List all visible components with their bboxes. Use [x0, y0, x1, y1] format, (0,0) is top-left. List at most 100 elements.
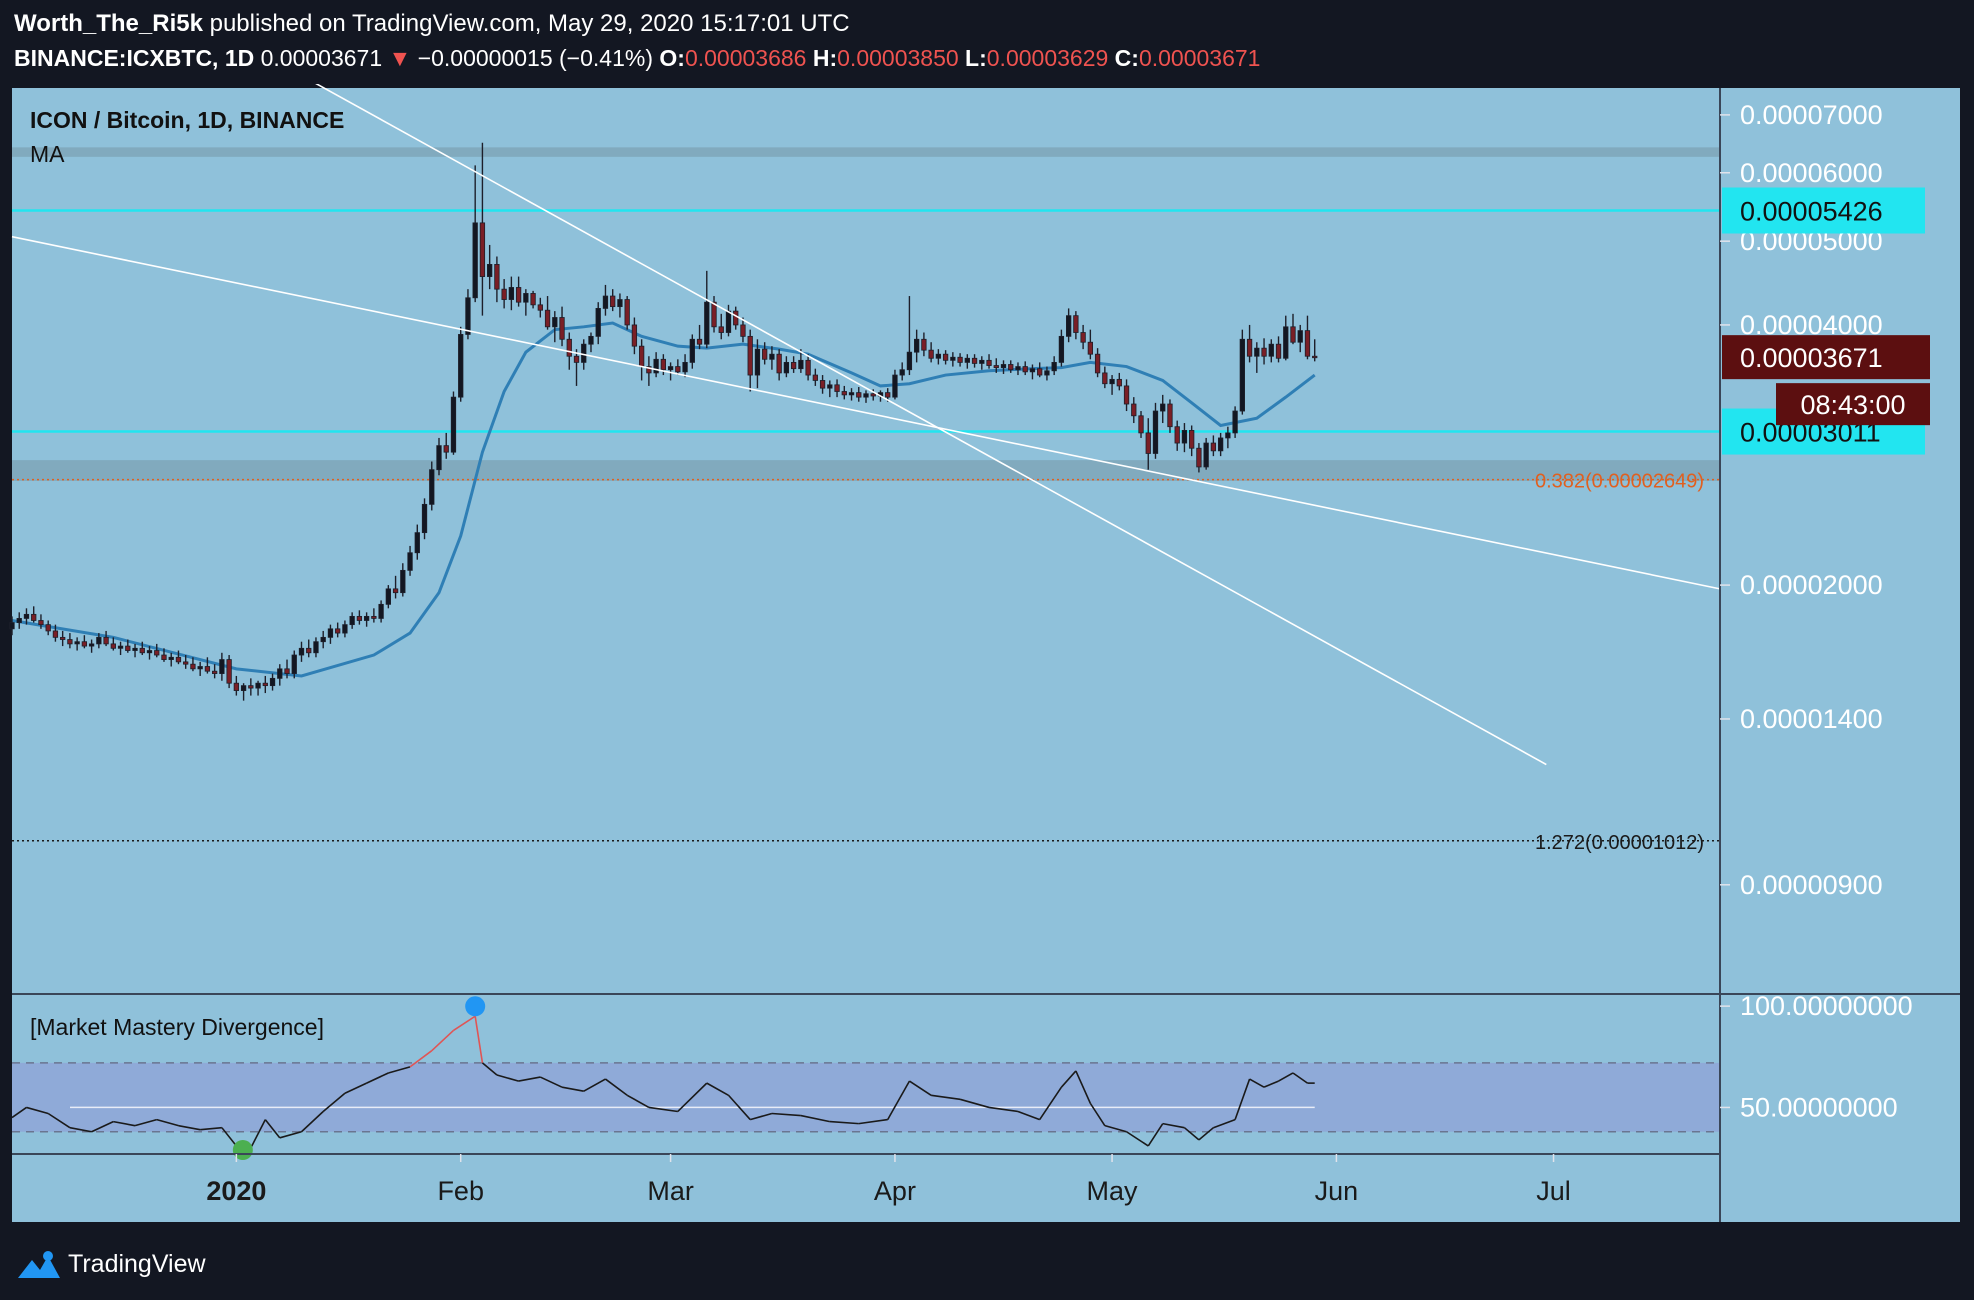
candle-60 [443, 432, 449, 459]
candle-27 [204, 657, 211, 674]
ohlc-line: BINANCE:ICXBTC, 1D 0.00003671 ▼ −0.00000… [14, 45, 1260, 72]
candle-body [9, 622, 15, 630]
candle-62 [458, 326, 464, 402]
candle-169 [1232, 406, 1238, 438]
osc-segment-38 [771, 1112, 801, 1117]
candle-body [414, 532, 420, 554]
candle-body [450, 396, 457, 453]
osc-segment-37 [749, 1112, 773, 1121]
candle-body [610, 295, 616, 308]
candle-114 [834, 379, 840, 398]
price-chart[interactable]: 0.382(0.00002649) 1.272(0.00001012) ICON … [0, 84, 1974, 1230]
candle-body [429, 469, 435, 505]
candle-body [1312, 355, 1318, 359]
candle-body [175, 656, 182, 663]
candle-46 [342, 620, 348, 638]
candle-73 [537, 297, 543, 318]
candle-7 [60, 630, 66, 647]
candle-body [1297, 330, 1303, 343]
candle-body [400, 569, 406, 594]
candle-body [465, 297, 471, 335]
candle-body [595, 308, 601, 337]
trendline-layer [11, 84, 1721, 766]
osc-y-axis[interactable]: 100.00000000 50.00000000 [1720, 991, 1913, 1122]
candle-116 [848, 388, 855, 401]
candle-18 [139, 641, 145, 656]
candle-body [1304, 330, 1311, 357]
osc-segment-20 [388, 1066, 411, 1074]
osc-segment-25 [481, 1062, 498, 1076]
current-price-label: 0.00003671 [1740, 343, 1883, 373]
candle-98 [718, 313, 724, 340]
candle-body [23, 613, 30, 619]
candle-body [1123, 385, 1130, 405]
candle-body [841, 391, 847, 396]
candle-body [139, 647, 145, 654]
candle-148 [1080, 324, 1086, 350]
candle-40 [298, 641, 305, 662]
candle-body [1246, 338, 1253, 357]
osc-segment-35 [706, 1082, 729, 1096]
candle-157 [1145, 418, 1151, 470]
candle-body [1145, 432, 1151, 454]
osc-segment-39 [800, 1114, 830, 1123]
candle-37 [277, 664, 283, 686]
candle-body [1037, 368, 1043, 376]
candle-5 [45, 620, 51, 636]
close-value: 0.00003671 [1138, 45, 1261, 71]
tradingview-logo-icon[interactable] [14, 1248, 64, 1282]
candle-body [117, 645, 124, 649]
candle-body [1203, 442, 1209, 468]
candle-body [631, 324, 638, 347]
candle-2 [23, 608, 30, 625]
x-tick-label: 2020 [206, 1176, 266, 1206]
candle-151 [1102, 366, 1108, 389]
candle-body [1225, 432, 1231, 439]
candle-113 [827, 380, 833, 398]
candle-86 [631, 317, 638, 355]
candle-143 [1044, 366, 1050, 381]
osc-segment-50 [1075, 1070, 1092, 1104]
candle-53 [392, 575, 399, 599]
candle-160 [1167, 399, 1173, 433]
osc-tick-label: 50.00000000 [1740, 1092, 1898, 1122]
candle-body [906, 351, 913, 371]
candle-147 [1073, 311, 1079, 340]
x-axis[interactable]: 2020 Feb Mar Apr May Jun Jul [206, 1154, 1571, 1206]
candle-body [783, 361, 790, 374]
candle-body [1290, 326, 1296, 343]
y-axis[interactable]: 0.000070000.000060000.000050000.00004000… [1720, 100, 1883, 900]
candle-body [1094, 353, 1101, 374]
candle-103 [754, 339, 761, 389]
tradingview-brand[interactable]: TradingView [68, 1250, 206, 1278]
candle-body [957, 356, 963, 363]
candle-body [501, 288, 507, 300]
candle-body [834, 384, 840, 392]
countdown-label: 08:43:00 [1800, 390, 1905, 420]
candle-93 [682, 354, 688, 378]
osc-segment-7 [134, 1118, 157, 1127]
candle-body [472, 222, 478, 299]
candle-body [523, 293, 529, 303]
osc-segment-46 [988, 1106, 1019, 1113]
candle-38 [284, 659, 290, 679]
ma-layer [11, 321, 1316, 678]
candle-43 [320, 630, 326, 649]
candle-body [1174, 426, 1180, 444]
candle-body [718, 326, 724, 333]
candle-48 [356, 610, 363, 625]
osc-segment-29 [561, 1086, 584, 1093]
candle-1 [16, 612, 22, 629]
sr-zone-0 [12, 147, 1720, 157]
candle-68 [501, 279, 507, 309]
candle-body [284, 668, 290, 674]
candle-body [660, 358, 666, 371]
candle-body [1239, 338, 1245, 412]
author-name[interactable]: Worth_The_Ri5k [14, 10, 203, 37]
candle-158 [1152, 402, 1159, 459]
candle-33 [248, 678, 254, 696]
price-change: −0.00000015 (−0.41%) [417, 45, 653, 71]
candle-body [704, 301, 710, 345]
candle-9 [74, 637, 80, 651]
candle-body [1066, 315, 1072, 337]
